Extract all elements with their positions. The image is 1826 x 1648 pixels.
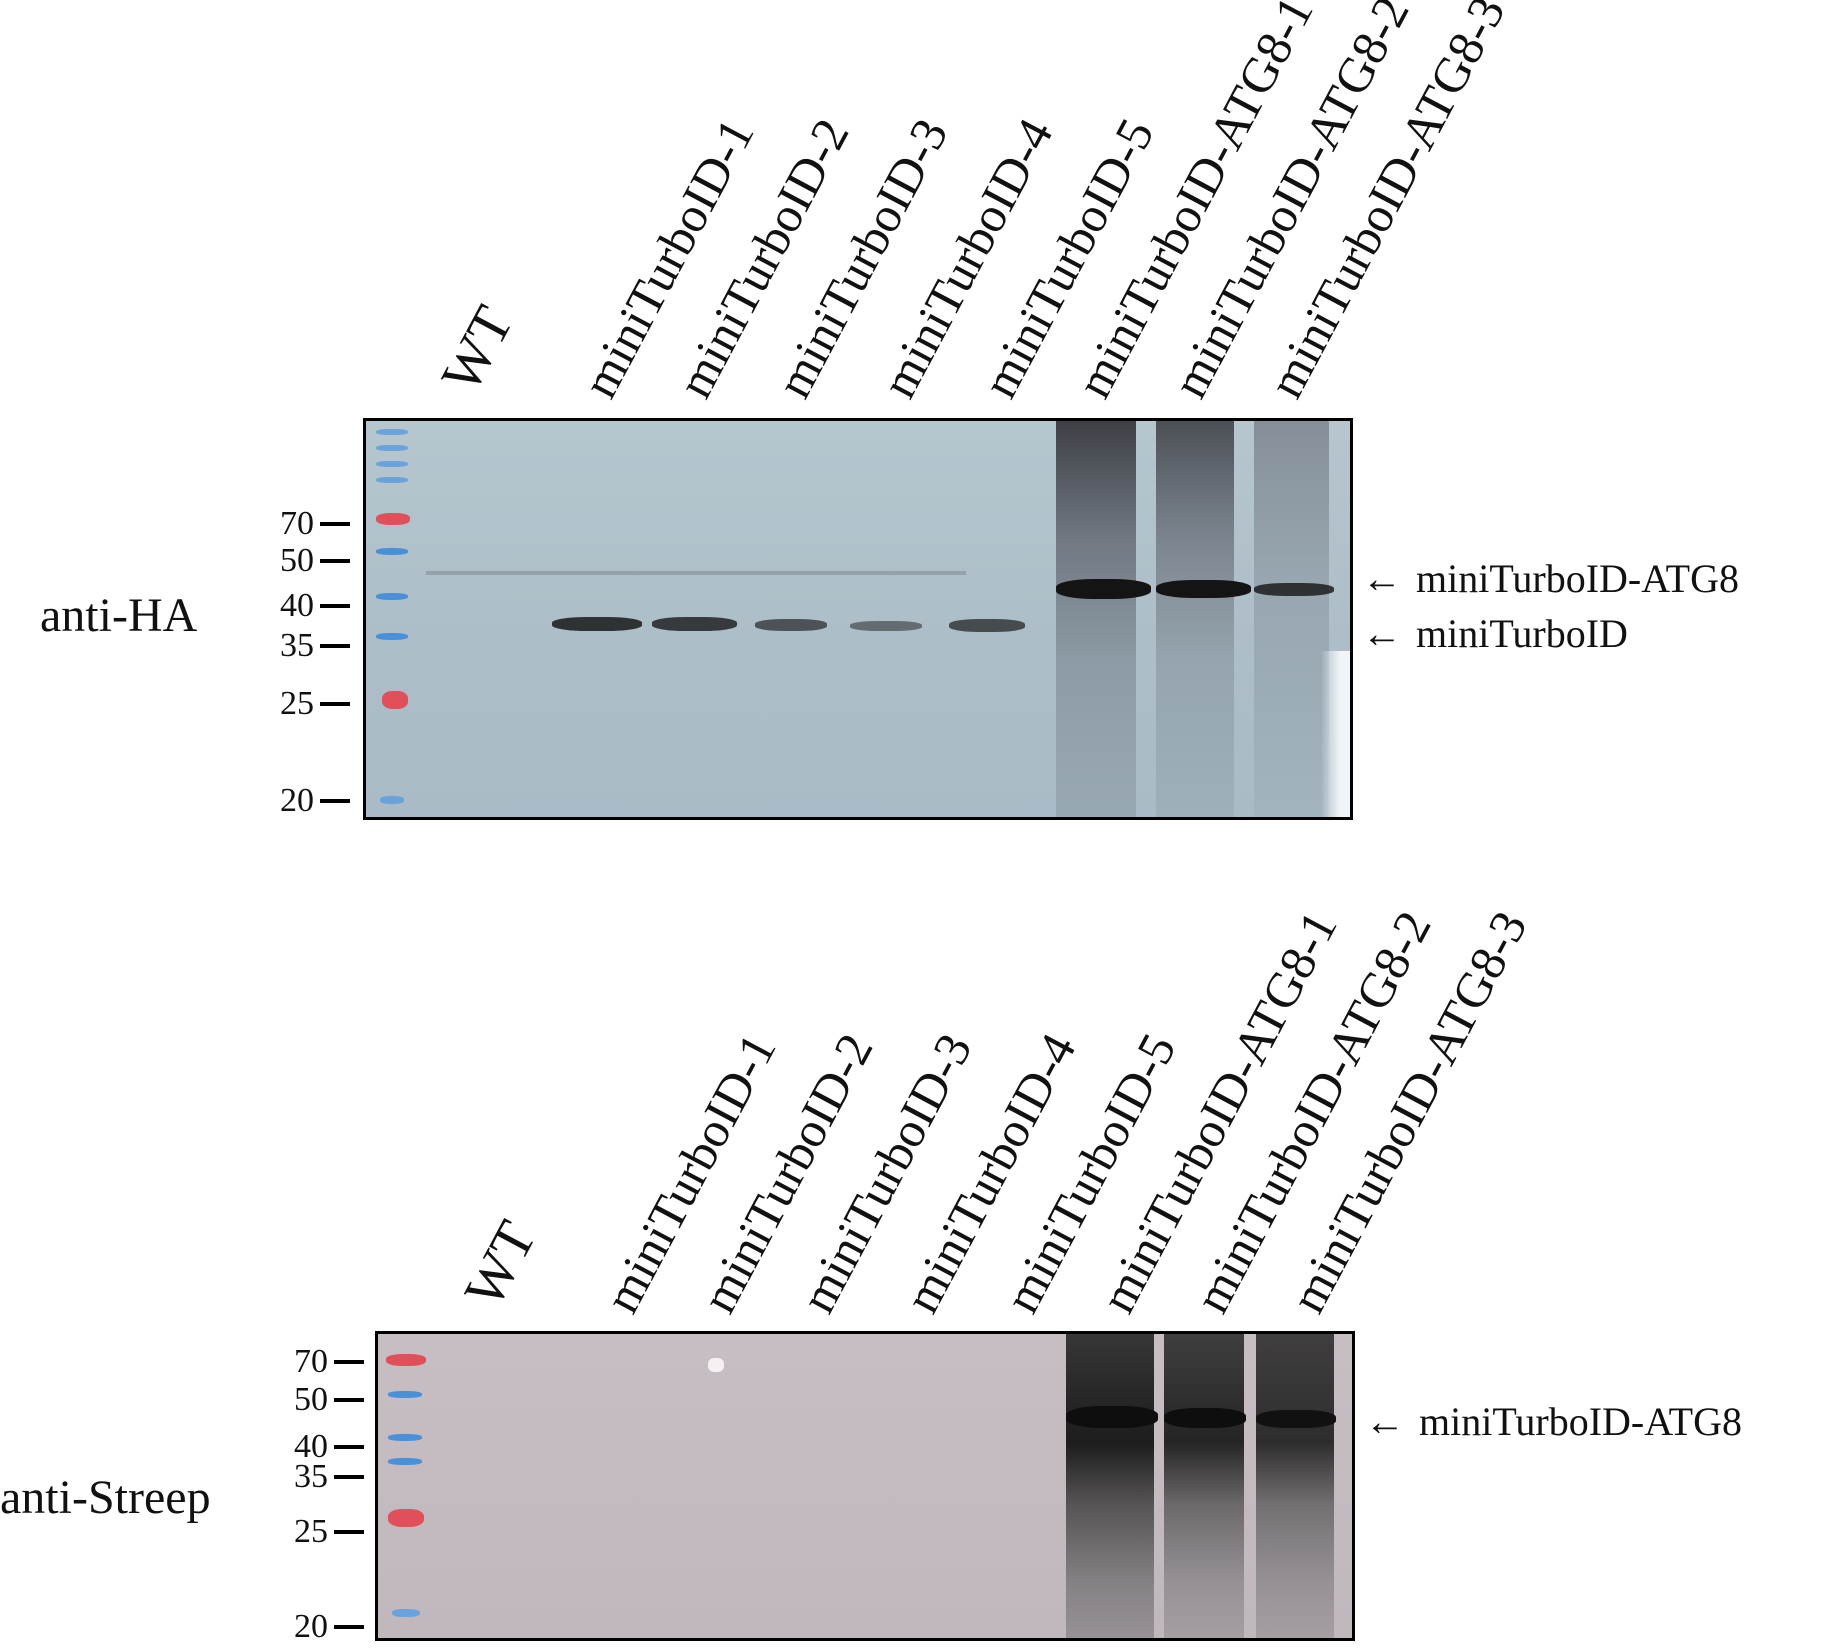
marker-70: 70 <box>254 505 350 543</box>
ladder-band <box>388 1434 422 1441</box>
marker-value: 25 <box>294 1513 328 1550</box>
marker-40: 40 <box>268 1428 364 1466</box>
ladder-band <box>392 1609 420 1617</box>
ladder-band <box>388 1391 422 1398</box>
marker-tick <box>320 644 350 648</box>
miniturboid-atg8-band <box>1056 579 1151 599</box>
miniturboid-band <box>755 619 827 631</box>
lane-label-wt: WT <box>429 296 526 403</box>
protein-ladder <box>374 421 410 817</box>
ladder-band <box>380 796 404 804</box>
western-blot-image <box>363 418 1353 820</box>
anti-ha-panel: WT miniTurboID-1 miniTurboID-2 miniTurbo… <box>40 0 1739 820</box>
marker-70: 70 <box>268 1343 364 1381</box>
ladder-band <box>376 513 410 525</box>
marker-25: 25 <box>254 685 350 723</box>
atg8-lane-smear <box>1056 421 1136 817</box>
marker-tick <box>334 1625 364 1629</box>
miniturboid-band <box>850 621 922 631</box>
membrane-speck <box>708 1358 724 1372</box>
ladder-band <box>388 1458 422 1465</box>
ladder-band <box>376 461 408 467</box>
atg8-lane-smear <box>1066 1334 1154 1638</box>
marker-50: 50 <box>254 542 350 580</box>
atg8-lane-smear <box>1156 421 1234 817</box>
ladder-band <box>376 445 408 451</box>
atg8-lane-smear <box>1164 1334 1244 1638</box>
marker-tick <box>334 1445 364 1449</box>
marker-tick <box>320 799 350 803</box>
marker-25: 25 <box>268 1513 364 1551</box>
antibody-label: anti-Streep <box>0 1471 211 1524</box>
nonspecific-band <box>426 571 966 575</box>
marker-tick <box>334 1475 364 1479</box>
annotation-label: miniTurboID-ATG8 <box>1416 556 1739 601</box>
marker-20: 20 <box>268 1608 364 1646</box>
membrane-edge <box>1321 651 1350 817</box>
annotation-miniturboid: ← miniTurboID <box>1362 610 1628 657</box>
annotation-miniturboid-atg8: ← miniTurboID-ATG8 <box>1365 1398 1742 1445</box>
ladder-band <box>376 477 408 483</box>
marker-value: 70 <box>280 505 314 542</box>
ladder-band <box>376 429 408 435</box>
marker-value: 35 <box>294 1458 328 1495</box>
ladder-band <box>376 548 408 555</box>
marker-tick <box>334 1530 364 1534</box>
marker-50: 50 <box>268 1381 364 1419</box>
marker-tick <box>320 559 350 563</box>
annotation-label: miniTurboID-ATG8 <box>1419 1399 1742 1444</box>
marker-value: 20 <box>294 1608 328 1645</box>
ladder-band <box>376 633 408 640</box>
ladder-band <box>382 691 408 709</box>
miniturboid-atg8-band <box>1256 1410 1336 1428</box>
marker-tick <box>334 1360 364 1364</box>
protein-ladder <box>384 1334 426 1638</box>
marker-value: 40 <box>294 1428 328 1465</box>
atg8-lane-smear <box>1256 1334 1334 1638</box>
miniturboid-atg8-band <box>1066 1406 1158 1428</box>
anti-streep-panel: WT miniTurboID-1 miniTurboID-2 miniTurbo… <box>0 900 1826 1648</box>
ladder-band <box>386 1354 426 1366</box>
annotation-label: miniTurboID <box>1416 611 1628 656</box>
marker-value: 70 <box>294 1343 328 1380</box>
marker-value: 20 <box>280 782 314 819</box>
ladder-band <box>376 593 408 600</box>
miniturboid-band <box>552 617 642 631</box>
marker-value: 40 <box>280 587 314 624</box>
marker-value: 25 <box>280 685 314 722</box>
arrow-left-icon: ← <box>1362 555 1402 601</box>
marker-tick <box>334 1398 364 1402</box>
marker-20: 20 <box>254 782 350 820</box>
marker-value: 50 <box>280 542 314 579</box>
marker-35: 35 <box>268 1458 364 1496</box>
miniturboid-atg8-band <box>1156 580 1251 598</box>
atg8-lane-smear <box>1254 421 1329 817</box>
lane-label-wt: WT <box>452 1211 549 1318</box>
miniturboid-atg8-band <box>1254 583 1334 596</box>
miniturboid-band <box>652 617 737 631</box>
marker-tick <box>320 702 350 706</box>
marker-tick <box>320 604 350 608</box>
arrow-left-icon: ← <box>1365 1398 1405 1444</box>
miniturboid-atg8-band <box>1164 1408 1246 1428</box>
annotation-miniturboid-atg8: ← miniTurboID-ATG8 <box>1362 555 1739 602</box>
marker-value: 50 <box>294 1381 328 1418</box>
western-blot-image <box>375 1331 1355 1641</box>
marker-tick <box>320 522 350 526</box>
antibody-label: anti-HA <box>40 589 198 642</box>
marker-value: 35 <box>280 627 314 664</box>
marker-35: 35 <box>254 627 350 665</box>
miniturboid-band <box>949 619 1025 632</box>
marker-40: 40 <box>254 587 350 625</box>
ladder-band <box>388 1509 424 1527</box>
arrow-left-icon: ← <box>1362 610 1402 656</box>
